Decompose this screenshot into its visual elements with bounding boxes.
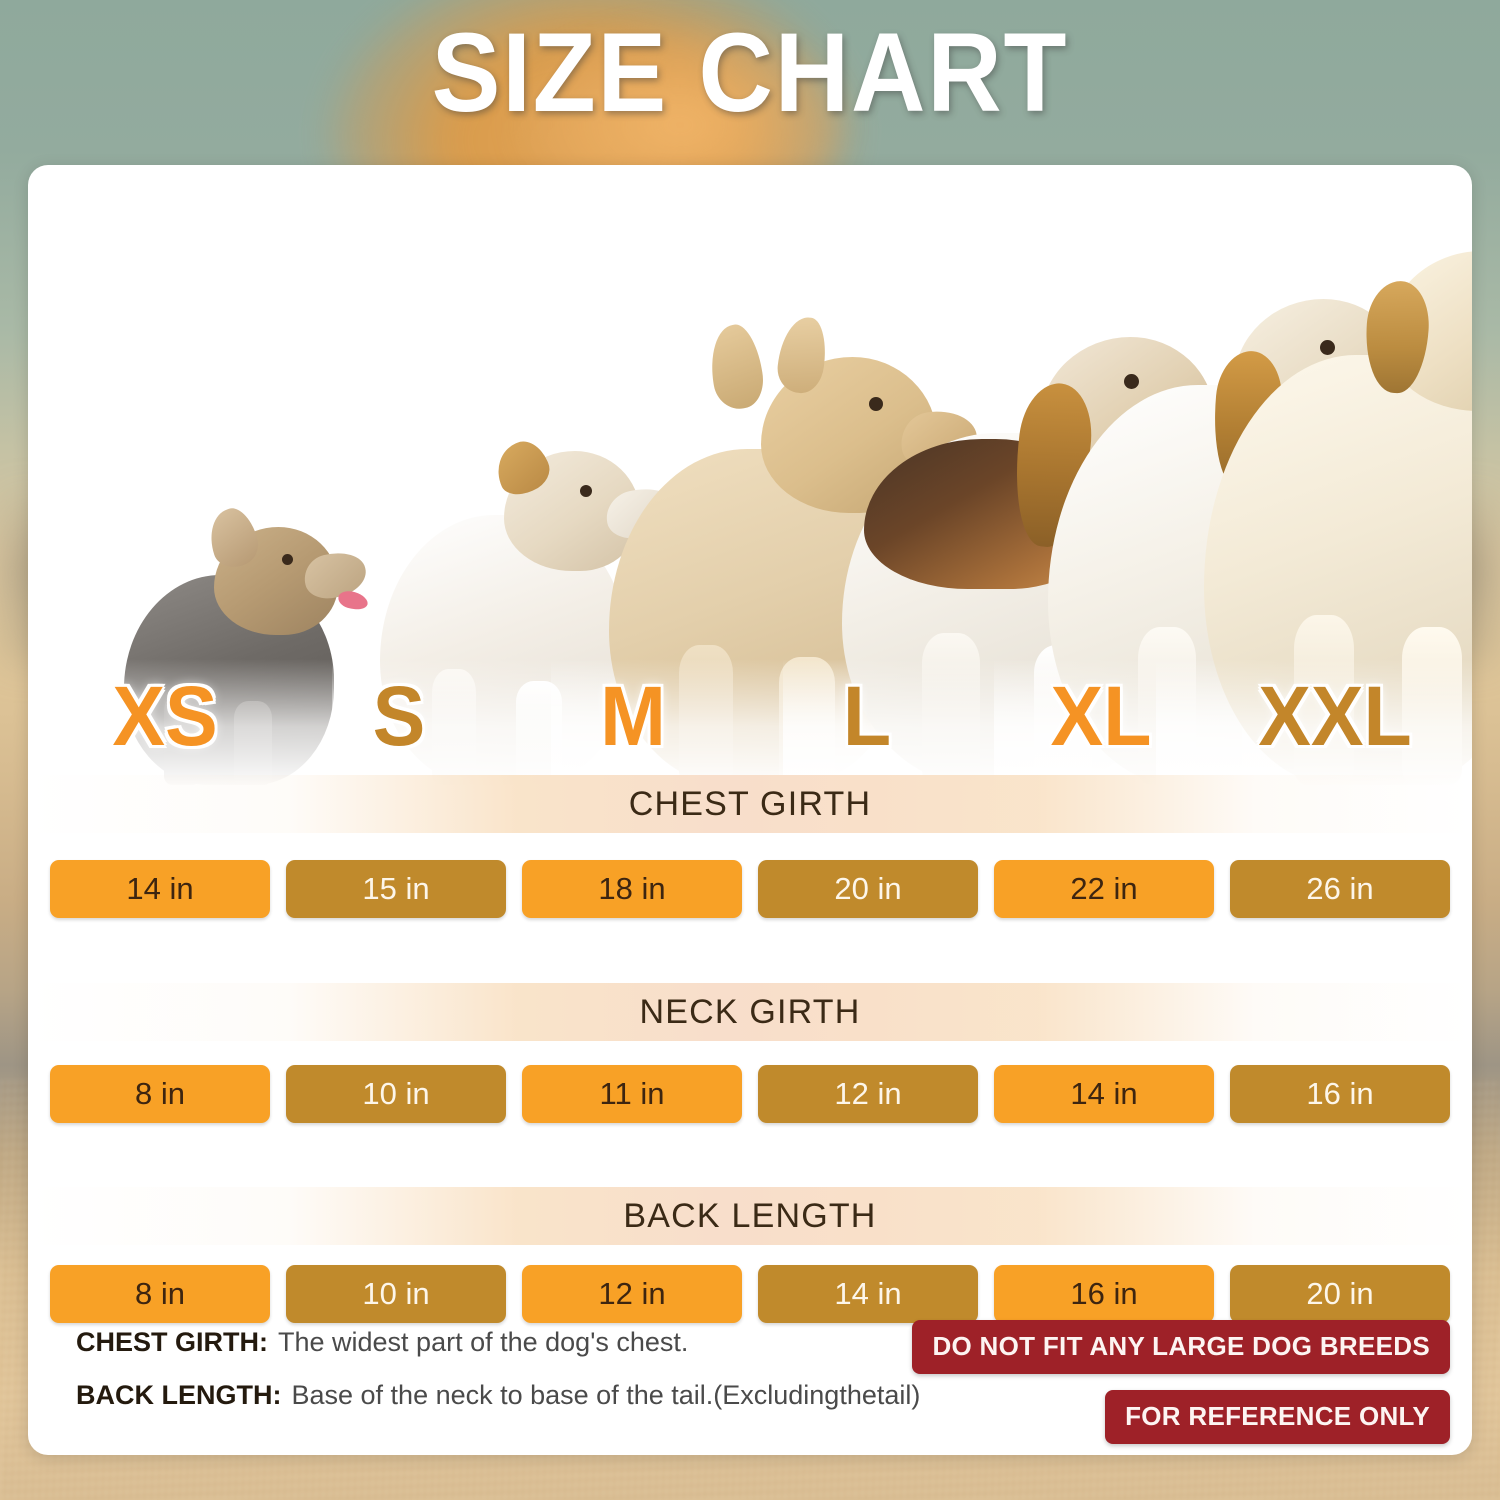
- note-chest-girth: CHEST GIRTH: The widest part of the dog'…: [76, 1327, 1006, 1358]
- section-header-back-length: BACK LENGTH: [28, 1187, 1472, 1245]
- size-label-row: XS S M L XL XXL: [48, 668, 1452, 764]
- back-length-l: 14 in: [758, 1265, 978, 1323]
- neck-girth-m: 11 in: [522, 1065, 742, 1123]
- badge-no-large-breeds: DO NOT FIT ANY LARGE DOG BREEDS: [912, 1320, 1450, 1374]
- measurement-notes: CHEST GIRTH: The widest part of the dog'…: [76, 1327, 1006, 1433]
- size-label-xl: XL: [1050, 669, 1152, 763]
- section-header-neck-girth: NECK GIRTH: [28, 983, 1472, 1041]
- chest-girth-xl: 22 in: [994, 860, 1214, 918]
- pill-row-chest-girth: 14 in 15 in 18 in 20 in 22 in 26 in: [50, 860, 1450, 918]
- size-label-m: M: [600, 669, 666, 763]
- pill-row-neck-girth: 8 in 10 in 11 in 12 in 14 in 16 in: [50, 1065, 1450, 1123]
- neck-girth-s: 10 in: [286, 1065, 506, 1123]
- note-back-length-value: Base of the neck to base of the tail.(Ex…: [291, 1380, 921, 1410]
- back-length-xxl: 20 in: [1230, 1265, 1450, 1323]
- warning-badges: DO NOT FIT ANY LARGE DOG BREEDS FOR REFE…: [912, 1320, 1450, 1444]
- dog-lineup-illustration: [28, 165, 1472, 789]
- section-header-chest-girth: CHEST GIRTH: [28, 775, 1472, 833]
- note-chest-girth-value: The widest part of the dog's chest.: [278, 1327, 689, 1357]
- chest-girth-l: 20 in: [758, 860, 978, 918]
- section-header-back-length-label: BACK LENGTH: [623, 1196, 877, 1235]
- chest-girth-s: 15 in: [286, 860, 506, 918]
- neck-girth-xxl: 16 in: [1230, 1065, 1450, 1123]
- size-label-xxl: XXL: [1258, 669, 1412, 763]
- back-length-m: 12 in: [522, 1265, 742, 1323]
- chest-girth-xxl: 26 in: [1230, 860, 1450, 918]
- neck-girth-xs: 8 in: [50, 1065, 270, 1123]
- neck-girth-l: 12 in: [758, 1065, 978, 1123]
- badge-reference-only: FOR REFERENCE ONLY: [1105, 1390, 1450, 1444]
- size-label-l: L: [842, 669, 892, 763]
- dog-xxl-labrador: [1156, 165, 1472, 789]
- pill-row-back-length: 8 in 10 in 12 in 14 in 16 in 20 in: [50, 1265, 1450, 1323]
- note-back-length-key: BACK LENGTH:: [76, 1380, 282, 1410]
- chest-girth-m: 18 in: [522, 860, 742, 918]
- neck-girth-xl: 14 in: [994, 1065, 1214, 1123]
- dog-fade-xxl: [1156, 659, 1472, 789]
- section-header-chest-girth-label: CHEST GIRTH: [628, 784, 872, 823]
- back-length-xl: 16 in: [994, 1265, 1214, 1323]
- size-label-xs: XS: [112, 669, 218, 763]
- size-chart-card: XS S M L XL XXL CHEST GIRTH 14 in 15 in …: [28, 165, 1472, 1455]
- back-length-xs: 8 in: [50, 1265, 270, 1323]
- back-length-s: 10 in: [286, 1265, 506, 1323]
- size-label-s: S: [372, 669, 426, 763]
- page-title: SIZE CHART: [431, 10, 1069, 135]
- note-back-length: BACK LENGTH: Base of the neck to base of…: [76, 1380, 1006, 1411]
- chest-girth-xs: 14 in: [50, 860, 270, 918]
- section-header-neck-girth-label: NECK GIRTH: [639, 992, 861, 1031]
- note-chest-girth-key: CHEST GIRTH:: [76, 1327, 268, 1357]
